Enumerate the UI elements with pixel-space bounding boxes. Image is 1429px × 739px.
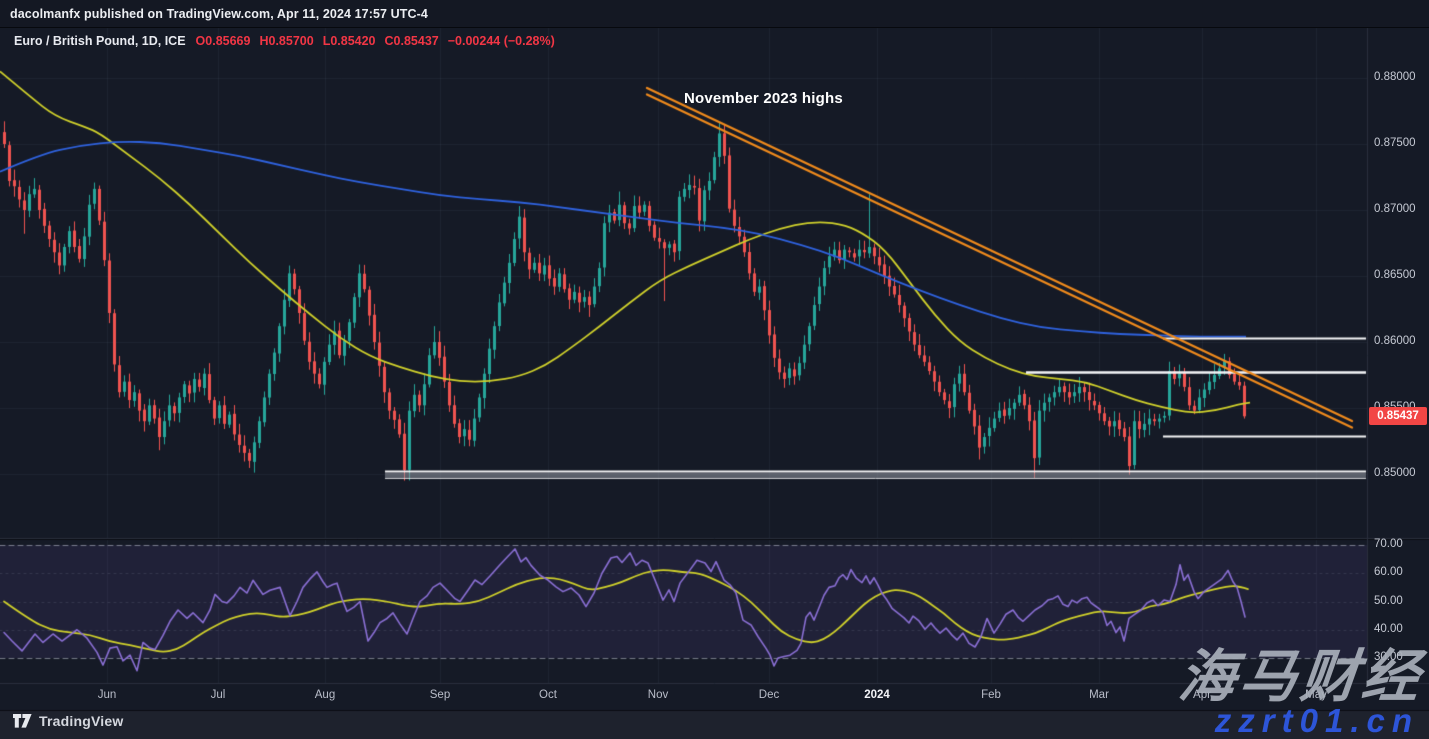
watermark-url: zzrt01.cn bbox=[1214, 701, 1419, 739]
time-tick-label: Feb bbox=[981, 689, 1001, 701]
rsi-tick-label: 60.00 bbox=[1374, 566, 1403, 579]
time-tick-label: 2024 bbox=[864, 689, 890, 701]
last-price-label: 0.85437 bbox=[1369, 407, 1427, 426]
price-tick-label: 0.86500 bbox=[1374, 269, 1416, 281]
tradingview-logo[interactable]: TradingView bbox=[13, 713, 123, 729]
rsi-tick-label: 40.00 bbox=[1374, 622, 1403, 635]
price-tick-label: 0.86000 bbox=[1374, 335, 1416, 347]
symbol-title[interactable]: Euro / British Pound, 1D, ICE bbox=[14, 34, 186, 48]
time-tick-label: Jun bbox=[97, 689, 117, 701]
watermark-chinese: 海马财经 bbox=[1175, 645, 1427, 709]
time-tick-label: Apr bbox=[1193, 689, 1211, 701]
price-tick-label: 0.87000 bbox=[1374, 203, 1416, 215]
symbol-legend: Euro / British Pound, 1D, ICE O0.85669 H0.… bbox=[14, 34, 564, 48]
time-tick-label: Aug bbox=[314, 689, 336, 701]
ohlc-high: H0.85700 bbox=[259, 34, 314, 48]
time-tick-label: Nov bbox=[647, 689, 669, 701]
time-tick-label: Dec bbox=[758, 689, 780, 701]
price-tick-label: 0.88000 bbox=[1374, 71, 1416, 83]
publish-info-bar: dacolmanfx published on TradingView.com,… bbox=[0, 0, 1429, 28]
ohlc-low: L0.85420 bbox=[322, 34, 376, 48]
trendline-annotation-text[interactable]: November 2023 highs bbox=[684, 90, 843, 107]
publish-info-text: dacolmanfx published on TradingView.com,… bbox=[10, 6, 428, 21]
time-tick-label: Oct bbox=[539, 689, 557, 701]
rsi-tick-label: 50.00 bbox=[1374, 594, 1403, 607]
ohlc-close: C0.85437 bbox=[384, 34, 439, 48]
time-tick-label: Mar bbox=[1089, 689, 1109, 701]
time-tick-label: May bbox=[1305, 689, 1327, 701]
price-tick-label: 0.87500 bbox=[1374, 137, 1416, 149]
time-tick-label: Sep bbox=[429, 689, 451, 701]
price-tick-label: 0.85000 bbox=[1374, 467, 1416, 479]
time-tick-label: Jul bbox=[210, 689, 226, 701]
ohlc-change: −0.00244 (−0.28%) bbox=[447, 34, 555, 48]
rsi-tick-label: 70.00 bbox=[1374, 538, 1403, 550]
tradingview-logo-icon bbox=[13, 714, 32, 728]
rsi-tick-label: 30.00 bbox=[1374, 651, 1403, 663]
tradingview-logo-text: TradingView bbox=[39, 713, 124, 729]
ohlc-open: O0.85669 bbox=[195, 34, 251, 48]
